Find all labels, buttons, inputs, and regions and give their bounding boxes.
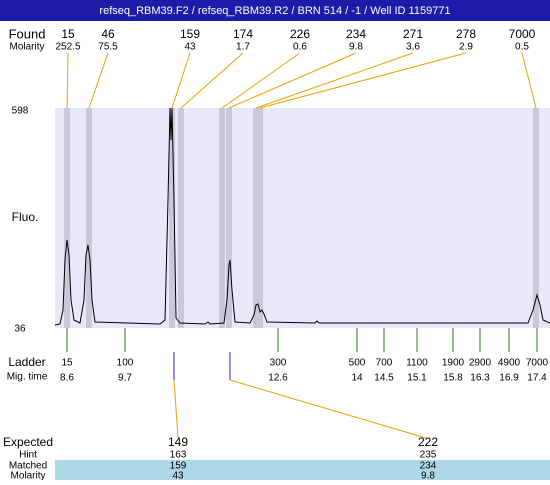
y-axis-label: Fluo. xyxy=(12,210,39,224)
ladder-time: 12.6 xyxy=(268,373,288,384)
found-size: 234 xyxy=(346,27,366,41)
ladder-size: 700 xyxy=(376,358,393,369)
ladder-time: 14.5 xyxy=(374,373,394,384)
peak-connector xyxy=(255,52,414,109)
header-bar xyxy=(0,0,550,21)
ladder-time: 16.9 xyxy=(499,373,519,384)
ladder-size: 500 xyxy=(349,358,366,369)
found-molarity: 75.5 xyxy=(98,42,118,53)
found-molarity: 0.6 xyxy=(293,42,307,53)
matched-size: 159 xyxy=(170,461,187,472)
peak-connector xyxy=(171,52,191,109)
trace xyxy=(54,107,550,326)
ladder-size: 4900 xyxy=(498,358,521,369)
peak-connector xyxy=(66,52,69,109)
expected-size: 149 xyxy=(168,435,188,449)
hint-size: 163 xyxy=(170,450,187,461)
peak-band xyxy=(86,108,92,328)
found-size: 271 xyxy=(403,27,423,41)
ladder-size: 100 xyxy=(117,358,134,369)
mig-time-label: Mig. time xyxy=(7,372,48,383)
peak-connector xyxy=(228,52,357,109)
found-molarity: 2.9 xyxy=(459,42,473,53)
peak-connector xyxy=(221,52,301,109)
ladder-time: 17.4 xyxy=(527,373,547,384)
molarity-label: Molarity xyxy=(10,471,45,480)
hint-label: Hint xyxy=(19,450,37,461)
ladder-time: 16.3 xyxy=(470,373,490,384)
found-molarity: 3.6 xyxy=(406,42,420,53)
ladder-time: 15.1 xyxy=(407,373,427,384)
peak-connector xyxy=(259,52,467,109)
matched-molarity: 9.8 xyxy=(421,471,435,480)
matched-molarity: 43 xyxy=(172,471,184,480)
found-molarity: 1.7 xyxy=(236,42,250,53)
molarity-label: Molarity xyxy=(9,42,44,53)
ladder-label: Ladder xyxy=(8,355,45,369)
found-molarity: 252.5 xyxy=(55,42,80,53)
found-molarity: 9.8 xyxy=(349,42,363,53)
found-size: 15 xyxy=(61,27,75,41)
found-size: 46 xyxy=(101,27,115,41)
found-size: 7000 xyxy=(509,27,536,41)
ladder-size: 7000 xyxy=(526,358,549,369)
found-molarity: 0.5 xyxy=(515,42,529,53)
y-tick-label: 36 xyxy=(14,324,26,335)
ladder-time: 15.8 xyxy=(443,373,463,384)
peak-band xyxy=(533,108,539,328)
expected-label: Expected xyxy=(3,435,53,449)
expected-size: 222 xyxy=(418,435,438,449)
peak-band xyxy=(257,108,263,328)
ladder-size: 1100 xyxy=(406,358,428,369)
found-size: 159 xyxy=(180,27,200,41)
match-connector xyxy=(229,379,427,439)
peak-band xyxy=(253,108,259,328)
ladder-size: 15 xyxy=(61,358,73,369)
ladder-time: 14 xyxy=(351,373,363,384)
ladder-size: 1900 xyxy=(442,358,465,369)
header-title: refseq_RBM39.F2 / refseq_RBM39.R2 / BRN … xyxy=(99,5,450,17)
ladder-time: 8.6 xyxy=(60,373,74,384)
y-tick-label: 598 xyxy=(12,106,29,117)
found-label: Found xyxy=(9,26,46,41)
ladder-size: 300 xyxy=(270,358,287,369)
peak-band xyxy=(219,108,225,328)
ladder-size: 2900 xyxy=(469,358,492,369)
peak-band xyxy=(169,108,175,328)
hint-size: 235 xyxy=(420,450,437,461)
peak-band xyxy=(178,108,184,328)
plot-area xyxy=(55,108,550,328)
ladder-time: 9.7 xyxy=(118,373,132,384)
peak-connector xyxy=(180,52,244,109)
found-size: 278 xyxy=(456,27,476,41)
matched-label: Matched xyxy=(9,461,47,472)
matched-size: 234 xyxy=(420,461,437,472)
matched-band xyxy=(55,460,550,480)
found-size: 226 xyxy=(290,27,310,41)
peak-band xyxy=(226,108,232,328)
peak-band xyxy=(64,108,70,328)
match-connector xyxy=(173,379,179,439)
peak-connector xyxy=(521,52,537,109)
found-size: 174 xyxy=(233,27,253,41)
found-molarity: 43 xyxy=(184,42,196,53)
peak-connector xyxy=(88,52,109,109)
